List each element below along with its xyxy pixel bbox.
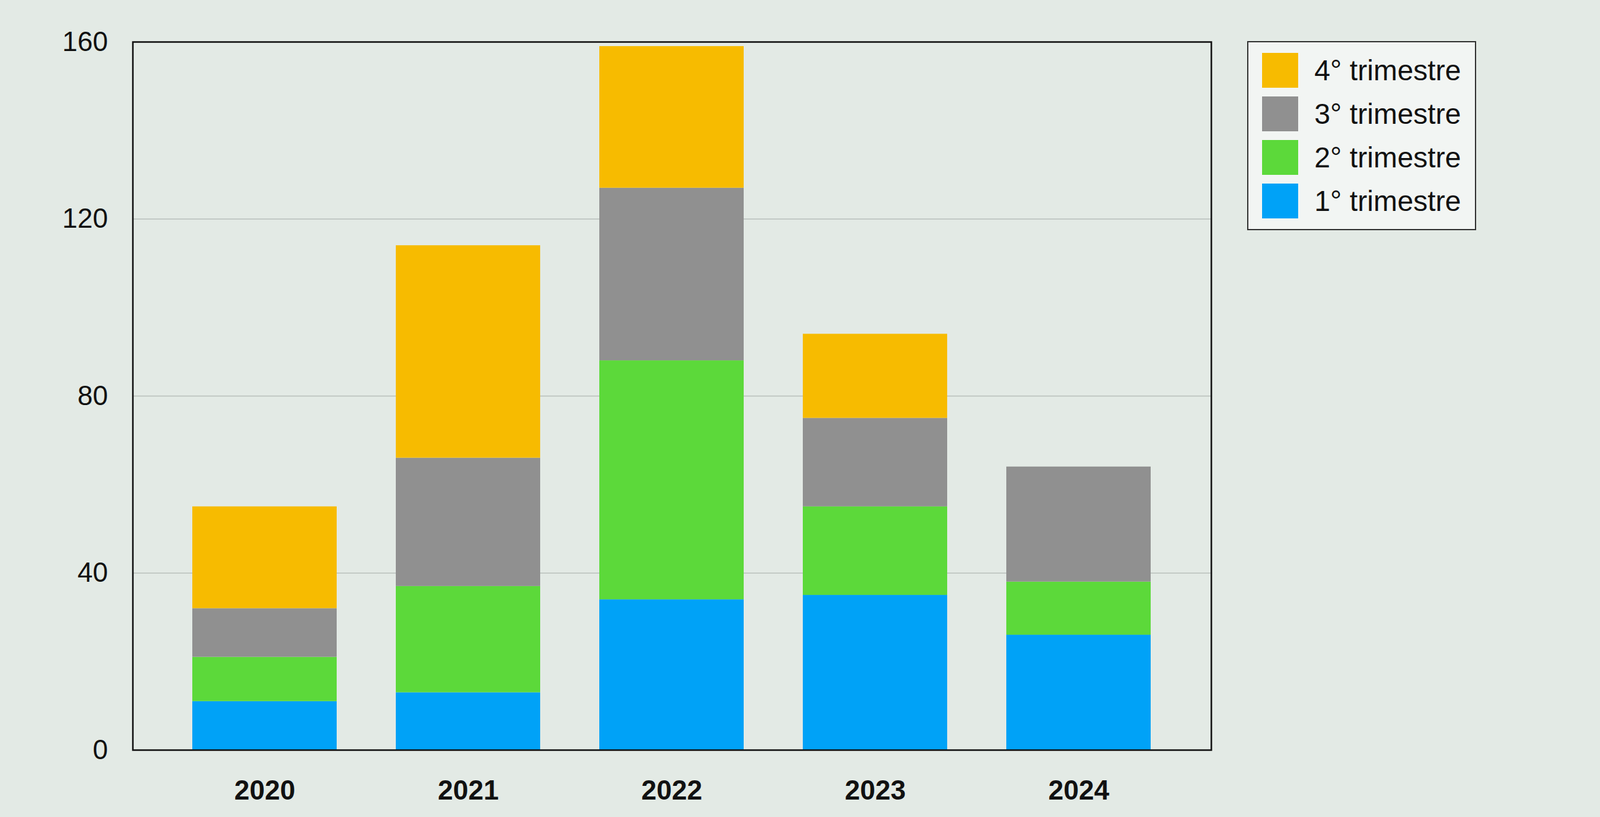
html-text:4° trimestre: 4° trimestre [1314, 54, 1462, 87]
svg-text:120: 120 [62, 202, 108, 234]
svg-text:2021: 2021 [438, 774, 500, 806]
svg-text:0: 0 [92, 734, 108, 765]
svg-text:2024: 2024 [1048, 774, 1110, 806]
svg-text:2020: 2020 [234, 774, 296, 806]
html-text:2° trimestre: 2° trimestre [1314, 141, 1462, 174]
html-text:3° trimestre: 3° trimestre [1314, 97, 1462, 131]
svg-text:2023: 2023 [845, 774, 907, 806]
html-text:1° trimestre: 1° trimestre [1314, 184, 1462, 218]
svg-text:40: 40 [77, 556, 109, 588]
svg-text:80: 80 [77, 380, 109, 411]
svg-text:2022: 2022 [641, 774, 703, 806]
svg-text:160: 160 [62, 26, 108, 57]
